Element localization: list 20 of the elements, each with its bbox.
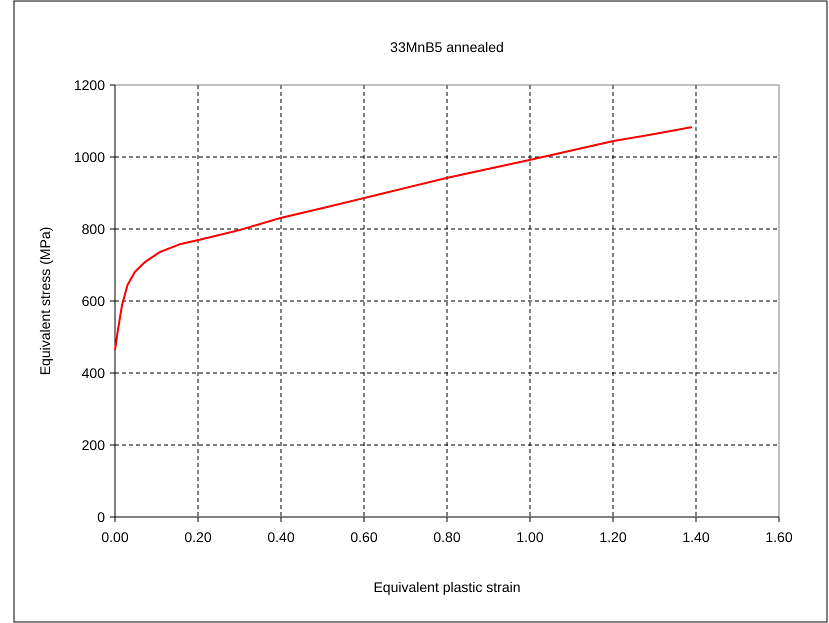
- x-tick-label: 0.60: [350, 529, 378, 545]
- x-tick-label: 1.60: [765, 529, 793, 545]
- y-tick-label: 200: [82, 437, 106, 453]
- y-tick-label: 0: [97, 509, 106, 525]
- x-tick-label: 0.40: [267, 529, 295, 545]
- x-tick-label: 0.20: [184, 529, 212, 545]
- y-tick-label: 1200: [74, 77, 106, 93]
- line-series: [114, 126, 693, 351]
- x-tick-label: 1.00: [516, 529, 544, 545]
- x-tick-label: 1.40: [682, 529, 710, 545]
- x-axis-title: Equivalent plastic strain: [373, 579, 521, 595]
- y-tick-label: 800: [82, 221, 106, 237]
- x-tick-label: 1.20: [599, 529, 627, 545]
- y-tick-label: 600: [82, 293, 106, 309]
- x-tick-label: 0.00: [101, 529, 129, 545]
- chart-title: 33MnB5 annealed: [390, 39, 504, 55]
- y-tick-label: 1000: [74, 149, 106, 165]
- x-tick-label: 0.80: [433, 529, 461, 545]
- y-axis-title: Equivalent stress (MPa): [37, 226, 53, 376]
- y-tick-label: 400: [82, 365, 106, 381]
